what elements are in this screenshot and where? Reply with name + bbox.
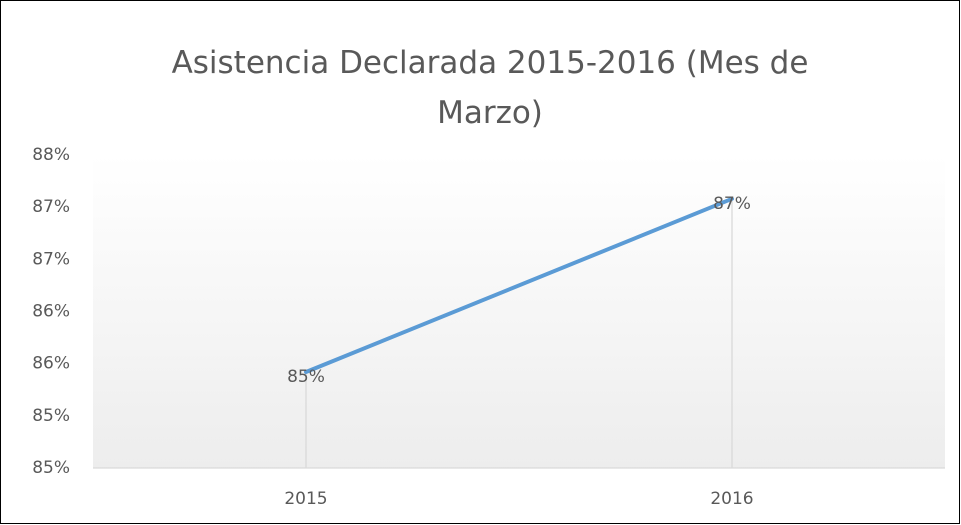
y-tick-label: 85% bbox=[32, 458, 70, 478]
data-label: 87% bbox=[713, 194, 751, 214]
plot-area bbox=[93, 155, 945, 468]
y-tick-label: 86% bbox=[32, 302, 70, 322]
y-tick-label: 87% bbox=[32, 197, 70, 217]
y-tick-label: 85% bbox=[32, 406, 70, 426]
y-tick-label: 88% bbox=[32, 145, 70, 165]
y-tick-label: 87% bbox=[32, 249, 70, 269]
y-tick-label: 86% bbox=[32, 354, 70, 374]
x-tick-label: 2015 bbox=[284, 489, 327, 509]
x-tick-label: 2016 bbox=[710, 489, 753, 509]
chart-title: Asistencia Declarada 2015-2016 (Mes de M… bbox=[171, 45, 809, 131]
series-line bbox=[304, 196, 734, 375]
data-label: 85% bbox=[287, 367, 325, 387]
